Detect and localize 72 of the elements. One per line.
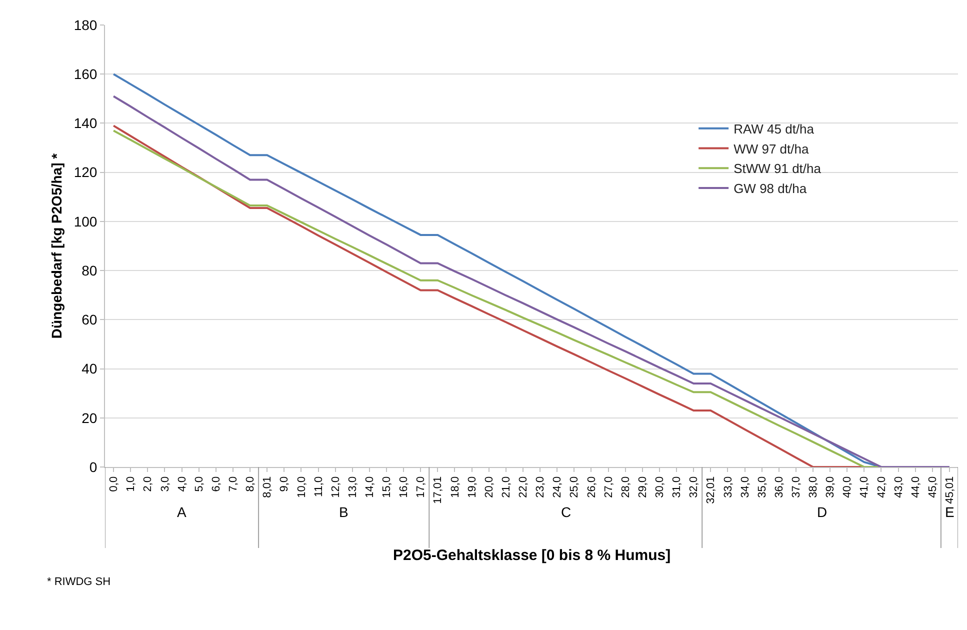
text: D [817, 504, 828, 520]
y-tick-label: 160 [74, 66, 98, 82]
x-tick-label: 16,0 [398, 476, 410, 498]
legend-label: WW 97 dt/ha [734, 141, 810, 156]
text: B [339, 504, 348, 520]
x-tick-label: 38,0 [808, 476, 820, 498]
legend-label: StWW 91 dt/ha [734, 161, 822, 176]
y-tick-label: 80 [82, 262, 98, 278]
x-tick-label: 40,0 [842, 476, 854, 498]
x-tick-label: 7,0 [228, 476, 240, 492]
y-tick-label: 40 [82, 360, 98, 377]
legend-label: RAW 45 dt/ha [734, 121, 815, 136]
y-tick-label: 140 [74, 115, 98, 132]
text: * RIWDG SH [47, 576, 111, 588]
x-tick-label: 18,0 [449, 476, 462, 498]
x-tick-label: 25,0 [568, 476, 581, 498]
x-tick-label: 17,0 [415, 476, 428, 498]
y-tick-label: 60 [82, 312, 98, 328]
x-tick-label: 42,0 [876, 476, 888, 498]
x-tick-label: 44,0 [910, 476, 922, 498]
x-tick-label: 0,0 [108, 476, 120, 492]
x-tick-label: 37,0 [790, 476, 803, 498]
text: C [561, 504, 572, 520]
x-tick-label: 26,0 [586, 476, 598, 498]
y-tick-label: 180 [74, 16, 98, 33]
x-tick-label: 14,0 [364, 476, 376, 498]
x-tick-label: 35,0 [756, 476, 768, 498]
x-tick-label: 24,0 [552, 476, 564, 498]
x-tick-label: 23,0 [534, 476, 547, 498]
x-tick-label: 33,0 [722, 476, 734, 498]
x-tick-label: 21,0 [500, 476, 512, 498]
x-tick-label: 3,0 [159, 476, 172, 492]
x-tick-label: 15,0 [381, 476, 394, 498]
x-tick-label: 39,0 [824, 476, 837, 498]
x-tick-label: 43,0 [892, 476, 905, 498]
x-tick-label: 13,0 [346, 476, 359, 498]
text: E [945, 504, 954, 520]
x-tick-label: 27,0 [602, 476, 615, 498]
x-tick-label: 41,0 [858, 476, 871, 498]
x-tick-label: 2,0 [142, 476, 154, 492]
x-tick-label: 28,0 [620, 476, 632, 498]
x-tick-label: 32,0 [688, 476, 700, 498]
x-tick-label: 19,0 [466, 476, 478, 498]
y-tick-label: 20 [82, 410, 98, 426]
x-tick-label: 20,0 [483, 476, 496, 498]
x-tick-label: 29,0 [636, 476, 649, 498]
x-tick-label: 5,0 [193, 476, 206, 492]
text: A [177, 504, 187, 520]
x-tick-label: 22,0 [518, 476, 530, 498]
x-tick-label: 6,0 [210, 476, 222, 492]
x-axis-title: P2O5-Gehaltsklasse [0 bis 8 % Humus] [393, 547, 671, 564]
x-tick-label: 32,01 [705, 476, 718, 504]
y-tick-label: 100 [74, 213, 98, 230]
x-tick-label: 1,0 [125, 476, 138, 492]
y-tick-label: 0 [89, 458, 98, 475]
x-tick-label: 11,0 [312, 476, 325, 497]
x-tick-label: 30,0 [654, 476, 666, 498]
x-tick-label: 12,0 [330, 476, 342, 498]
x-tick-label: 45,0 [926, 476, 939, 498]
legend-label: GW 98 dt/ha [734, 181, 808, 196]
x-tick-label: 17,01 [432, 476, 444, 504]
x-tick-label: 10,0 [296, 476, 308, 498]
x-tick-label: 9,0 [278, 476, 291, 492]
x-tick-label: 36,0 [773, 476, 786, 498]
x-tick-label: 8,01 [262, 476, 274, 498]
x-tick-label: 8,0 [244, 476, 257, 492]
x-tick-label: 4,0 [176, 476, 188, 492]
x-tick-label: 45,01 [944, 476, 956, 504]
x-tick-label: 34,0 [739, 476, 752, 498]
y-axis-title: Düngebedarf [kg P2O5/ha] * [48, 152, 64, 339]
y-tick-label: 120 [74, 164, 98, 180]
x-tick-label: 31,0 [671, 476, 684, 498]
